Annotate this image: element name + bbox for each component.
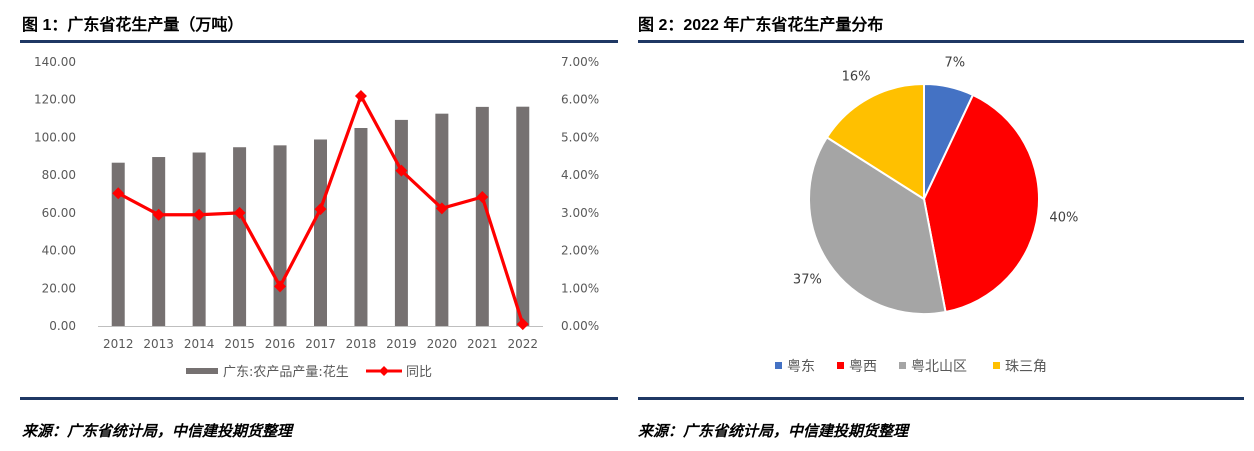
y-left-tick-label: 20.00 [42,281,76,295]
bar [354,128,368,326]
legend-label: 粤东 [787,359,815,375]
pie-slice [922,93,1040,314]
figure-1-bottom-rule [20,397,618,400]
pie-slice [825,82,925,201]
bar [314,139,327,326]
line-marker [476,191,489,204]
y-left-tick-label: 80.00 [42,168,76,182]
figure-1-top-rule [20,40,618,43]
y-left-tick-label: 140.00 [34,55,76,69]
pie-data-label: 16% [842,69,871,84]
legend-swatch-marker [379,366,389,376]
y-right-tick-label: 0.00% [561,319,599,333]
x-tick-label: 2022 [507,337,538,351]
x-tick-label: 2016 [265,337,296,351]
bar [273,145,287,326]
legend-label: 粤北山区 [911,359,967,375]
bar [435,113,449,326]
bar-line-chart: 0.00 20.00 40.00 60.00 80.00 100.00 120.00 140.… [34,55,599,380]
y-right-tick-label: 6.00% [561,93,599,107]
figure-1-source: 来源：广东省统计局，中信建投期货整理 [22,423,293,440]
y-right-tick-label: 3.00% [561,206,599,220]
line-marker [354,89,367,102]
bar [111,162,125,326]
y-right-tick-label: 5.00% [561,130,599,144]
legend-swatch [837,362,844,369]
line-marker [233,206,246,219]
legend-swatch-bar [186,368,218,374]
bar [152,157,166,326]
bar [516,106,530,326]
figure-2-panel: 图 2：2022 年广东省花生产量分布 7% 40% 37% 16% 粤东 粤西 粤北山区 珠… [620,0,1254,451]
x-tick-label: 2012 [103,337,134,351]
figure-2-top-rule [638,40,1244,43]
figure-2-title: 图 2：2022 年广东省花生产量分布 [638,17,884,34]
y-left-tick-label: 120.00 [34,93,76,107]
legend-label-line: 同比 [406,365,432,380]
x-tick-label: 2014 [184,337,215,351]
line-marker [112,187,125,200]
bar [233,147,247,326]
y-right-tick-label: 4.00% [561,168,599,182]
bar [192,152,206,326]
x-tick-label: 2018 [346,337,377,351]
y-left-tick-label: 100.00 [34,130,76,144]
x-tick-label: 2017 [305,337,336,351]
figure-1-title: 图 1：广东省花生产量（万吨） [22,17,244,34]
bar [394,119,408,327]
legend-label: 珠三角 [1005,359,1047,375]
pie-slice [808,135,947,315]
y-right-tick-label: 7.00% [561,55,599,69]
y-right-tick-label: 1.00% [561,281,599,295]
legend-swatch [993,362,1000,369]
legend-swatch [899,362,906,369]
line-marker [152,208,165,221]
y-right-tick-label: 2.00% [561,244,599,258]
pie-data-label: 7% [944,55,965,70]
y-left-tick-label: 40.00 [42,244,76,258]
bar [475,106,489,326]
legend-label: 粤西 [849,359,877,375]
legend-swatch [775,362,782,369]
pie-chart: 7% 40% 37% 16% 粤东 粤西 粤北山区 珠三角 [775,55,1078,375]
figure-2-source: 来源：广东省统计局，中信建投期货整理 [638,423,909,440]
line-marker [314,203,327,216]
y-left-tick-label: 0.00 [49,319,76,333]
line-marker [395,164,408,177]
x-tick-label: 2013 [143,337,174,351]
pie-data-label: 40% [1049,211,1078,226]
pie-data-label: 37% [793,272,822,287]
x-tick-label: 2020 [427,337,458,351]
x-tick-label: 2015 [224,337,255,351]
y-left-tick-label: 60.00 [42,206,76,220]
line-marker [193,208,206,221]
figure-2-bottom-rule [638,397,1244,400]
x-tick-label: 2019 [386,337,417,351]
line-marker [435,202,448,215]
legend-label-bar: 广东:农产品产量:花生 [223,364,349,380]
figure-1-panel: 图 1：广东省花生产量（万吨） 0.00 20.00 40.00 60.00 80.00… [0,0,620,451]
line-marker [516,318,529,331]
x-tick-label: 2021 [467,337,498,351]
line-marker [274,280,287,293]
